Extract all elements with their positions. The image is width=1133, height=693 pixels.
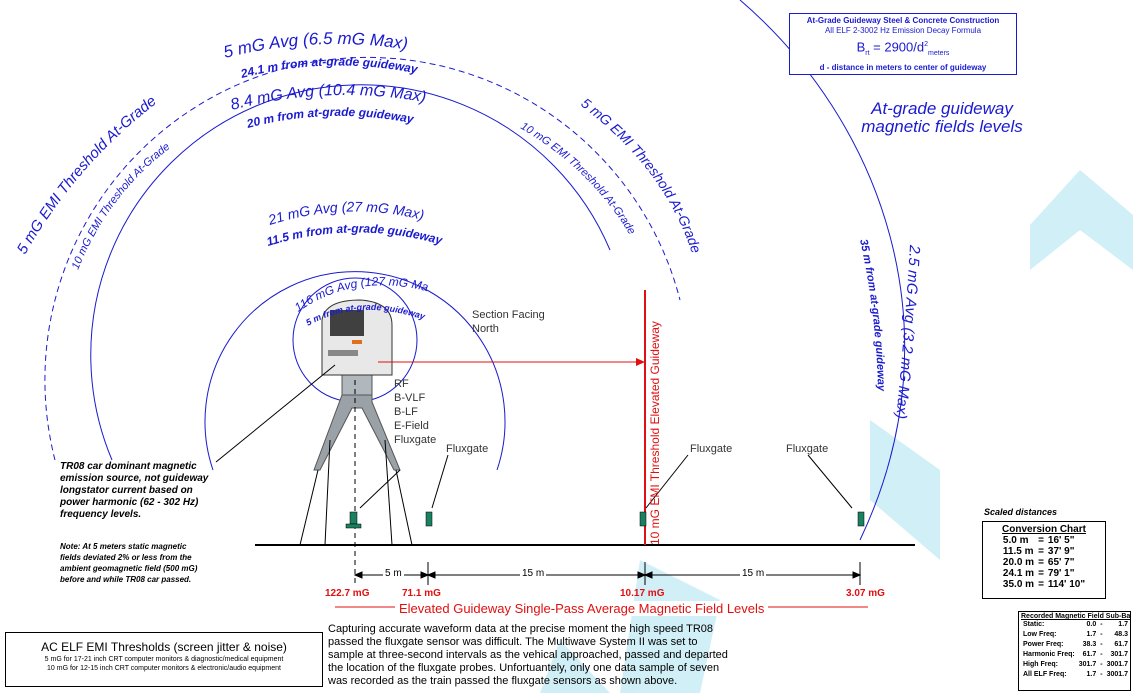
threshold-5mg-right: 5 mG EMI Threshold At-Grade [578, 95, 704, 255]
arc-24m [44, 56, 681, 461]
sub-bands-box: Recorded Magnetic Field Sub-Bands Static… [1018, 611, 1131, 691]
conversion-row: 35.0 m = 114' 10" [1002, 579, 1086, 590]
arc-dist-11m: 11.5 m from at-grade guideway [265, 221, 445, 248]
svg-text:24.1 m from at-grade guideway: 24.1 m from at-grade guideway [238, 54, 420, 81]
description-paragraph: Capturing accurate waveform data at the … [328, 623, 728, 687]
sensor-bvlf: B-VLF [394, 392, 426, 404]
tr08-train-icon [321, 299, 393, 376]
elevated-threshold-label: 10 mG EMI Threshold Elevated Guideway [648, 321, 662, 545]
scaled-distances-label: Scaled distances [984, 507, 1058, 517]
fluxgate-leader-2 [431, 454, 449, 509]
thresholds-box: AC ELF EMI Thresholds (screen jitter & n… [5, 632, 323, 687]
dimension-15m-a: 15 m [520, 568, 547, 579]
formula: Brt = 2900/d2meters [856, 39, 950, 57]
conversion-row: 20.0 m = 65' 7" [1002, 557, 1075, 568]
sub-bands-title: Recorded Magnetic Field Sub-Bands [1021, 613, 1131, 620]
formula-title-1: At-Grade Guideway Steel & Concrete Const… [806, 16, 1000, 25]
sensor-efield: E-Field [394, 420, 429, 432]
tr08-leader [215, 364, 336, 463]
svg-text:2.5 mG Avg (3.2 mG Max): 2.5 mG Avg (3.2 mG Max) [892, 244, 923, 420]
fluxgate-leader-1 [359, 469, 401, 509]
section-label: Section Facing North [472, 309, 545, 335]
conversion-chart-title: Conversion Chart [1002, 524, 1086, 535]
sensor-5m-base [345, 523, 362, 529]
formula-box: At-Grade Guideway Steel & Concrete Const… [789, 13, 1017, 75]
readings-title: Elevated Guideway Single-Pass Average Ma… [395, 601, 769, 616]
arc-dist-35m: 35 m from at-grade guideway [857, 238, 887, 392]
dimension-5m: 5 m [383, 568, 404, 579]
fluxgate-sensor-2 [425, 511, 433, 527]
svg-text:35 m from at-grade guideway: 35 m from at-grade guideway [857, 238, 887, 392]
fluxgate-sensor-3 [639, 511, 647, 527]
sensor-rf: RF [394, 378, 409, 390]
sensor-fluxgate: Fluxgate [394, 434, 437, 446]
watermark [540, 170, 1133, 693]
band-row: Low Freq:1.7-48.3 Hz [1023, 631, 1130, 638]
svg-text:5 mG EMI Threshold At-Grade: 5 mG EMI Threshold At-Grade [578, 95, 704, 255]
formula-note: d - distance in meters to center of guid… [819, 62, 987, 72]
conversion-row: 11.5 m = 37' 9" [1002, 546, 1075, 557]
sensor-stack-labels: RF B-VLF B-LF E-Field Fluxgate [394, 377, 436, 447]
fluxgate-leader-4 [807, 454, 853, 509]
reading-20m: 10.17 mG [620, 588, 665, 599]
conversion-chart: Conversion Chart 5.0 m = 16' 5" 11.5 m = 37'… [982, 521, 1106, 599]
static-field-note: Note: At 5 meters static magnetic fields… [60, 542, 198, 584]
reading-35m: 3.07 mG [846, 588, 885, 599]
thresholds-line-2: 10 mG for 12-15 inch CRT computer monito… [47, 665, 281, 672]
band-row: Power Freq:38.3-61.7 Hz [1023, 641, 1130, 648]
arc-dist-24m: 24.1 m from at-grade guideway [238, 54, 420, 81]
fluxgate-sensor-4 [857, 511, 865, 527]
arc-11-5m [204, 271, 506, 471]
band-row: Harmonic Freq:61.7-301.7 Hz [1023, 651, 1130, 658]
thresholds-line-1: 5 mG for 17-21 inch CRT computer monitor… [44, 656, 284, 663]
thresholds-title: AC ELF EMI Thresholds (screen jitter & n… [41, 640, 287, 654]
fluxgate-label-4: Fluxgate [786, 443, 829, 455]
svg-text:20 m from at-grade guideway: 20 m from at-grade guideway [244, 105, 416, 131]
band-row: Static:0.0-1.7 Hz [1023, 621, 1130, 628]
tr08-note: TR08 car dominant magnetic emission sour… [60, 461, 209, 520]
fluxgate-leader-3 [645, 454, 689, 509]
dimension-15m-b: 15 m [740, 568, 767, 579]
sensor-5m [349, 511, 358, 525]
sensor-blf: B-LF [394, 406, 418, 418]
band-row: All ELF Freq:1.7-3001.7 Hz [1023, 671, 1130, 678]
conversion-row: 24.1 m = 79' 1" [1002, 568, 1075, 579]
fluxgate-label-3: Fluxgate [690, 443, 733, 455]
arc-dist-20m: 20 m from at-grade guideway [244, 105, 416, 131]
formula-title-2: All ELF 2-3002 Hz Emission Decay Formula [824, 26, 982, 35]
svg-text:11.5 m from at-grade guideway: 11.5 m from at-grade guideway [265, 221, 445, 248]
conversion-row: 5.0 m = 16' 5" [1002, 535, 1075, 546]
band-row: High Freq:301.7-3001.7 Hz [1023, 661, 1130, 668]
fluxgate-label-2: Fluxgate [446, 443, 489, 455]
arc-label-2-5mg: 2.5 mG Avg (3.2 mG Max) [892, 244, 923, 420]
reading-5m: 122.7 mG [325, 588, 370, 599]
arc-20m [90, 84, 611, 461]
reading-11m: 71.1 mG [402, 588, 441, 599]
page-heading: At-grade guideway magnetic fields levels [861, 99, 1023, 136]
